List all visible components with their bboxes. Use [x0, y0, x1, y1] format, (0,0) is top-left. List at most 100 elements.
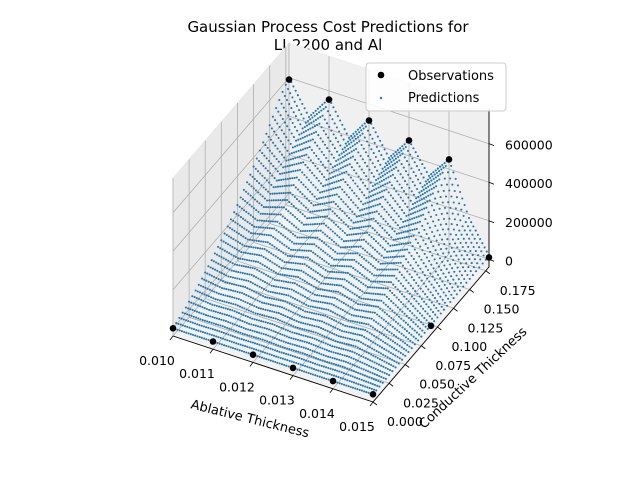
- prediction-point: [274, 199, 278, 202]
- prediction-point: [374, 379, 378, 382]
- prediction-point: [318, 209, 321, 212]
- prediction-point: [384, 240, 387, 243]
- prediction-point: [401, 340, 404, 343]
- prediction-point: [318, 147, 321, 150]
- prediction-point: [383, 189, 386, 192]
- prediction-point: [198, 324, 201, 327]
- prediction-point: [371, 326, 374, 329]
- prediction-point: [307, 289, 310, 293]
- prediction-point: [452, 228, 455, 231]
- prediction-point: [347, 136, 351, 139]
- prediction-point: [246, 287, 249, 290]
- prediction-point: [403, 295, 406, 298]
- prediction-point: [387, 350, 390, 353]
- prediction-point: [415, 216, 418, 219]
- prediction-point: [326, 330, 329, 333]
- prediction-point: [413, 184, 416, 187]
- prediction-point: [307, 371, 310, 375]
- prediction-point: [347, 331, 350, 334]
- prediction-point: [221, 264, 224, 268]
- prediction-point: [393, 155, 396, 158]
- prediction-point: [239, 196, 242, 199]
- prediction-point: [312, 330, 315, 333]
- prediction-point: [333, 193, 336, 196]
- prediction-point: [288, 152, 291, 156]
- prediction-point: [242, 338, 245, 341]
- prediction-point: [396, 306, 399, 309]
- prediction-point: [331, 143, 334, 146]
- prediction-point: [418, 333, 421, 336]
- prediction-point: [215, 261, 218, 264]
- prediction-point: [259, 293, 262, 296]
- prediction-point: [322, 365, 325, 368]
- prediction-point: [310, 299, 313, 302]
- prediction-point: [340, 198, 343, 201]
- prediction-point: [372, 354, 375, 357]
- prediction-point: [379, 293, 382, 296]
- prediction-point: [298, 327, 302, 330]
- prediction-point: [316, 363, 319, 366]
- prediction-point: [286, 149, 289, 152]
- prediction-point: [357, 340, 360, 343]
- prediction-point: [392, 262, 396, 265]
- prediction-point: [310, 311, 313, 314]
- prediction-point: [324, 354, 327, 358]
- prediction-point: [363, 335, 366, 338]
- prediction-point: [198, 291, 202, 294]
- prediction-point: [388, 289, 392, 292]
- prediction-point: [335, 193, 338, 196]
- prediction-point: [294, 186, 297, 189]
- prediction-point: [376, 384, 379, 387]
- prediction-point: [367, 196, 370, 199]
- prediction-point: [376, 135, 379, 138]
- prediction-point: [440, 184, 443, 187]
- prediction-point: [400, 243, 403, 246]
- prediction-point: [298, 300, 301, 303]
- prediction-point: [350, 298, 353, 302]
- x-tick: [169, 335, 174, 341]
- prediction-point: [346, 288, 350, 291]
- prediction-point: [421, 290, 424, 293]
- prediction-point: [411, 312, 414, 315]
- prediction-point: [191, 308, 194, 312]
- prediction-point: [260, 184, 263, 187]
- prediction-point: [408, 292, 411, 295]
- prediction-point: [362, 322, 366, 325]
- prediction-point: [309, 210, 312, 213]
- prediction-point: [330, 318, 333, 321]
- prediction-point: [379, 262, 382, 265]
- prediction-point: [375, 374, 379, 377]
- prediction-point: [236, 222, 239, 225]
- prediction-point: [313, 114, 316, 117]
- prediction-point: [305, 249, 308, 252]
- x-tick: [289, 375, 294, 380]
- prediction-point: [312, 356, 315, 359]
- prediction-point: [401, 145, 404, 148]
- prediction-point: [338, 284, 341, 287]
- prediction-point: [320, 307, 323, 310]
- prediction-point: [268, 242, 272, 245]
- prediction-point: [448, 242, 451, 246]
- prediction-point: [367, 242, 370, 245]
- prediction-point: [318, 364, 321, 367]
- prediction-point: [319, 105, 322, 108]
- prediction-point: [390, 262, 393, 265]
- prediction-point: [281, 286, 284, 289]
- prediction-point: [300, 221, 303, 224]
- prediction-point: [338, 252, 341, 255]
- prediction-point: [402, 334, 405, 337]
- prediction-point: [219, 247, 222, 250]
- prediction-point: [423, 274, 426, 277]
- prediction-point: [341, 246, 344, 249]
- prediction-point: [269, 359, 272, 362]
- prediction-point: [294, 338, 297, 341]
- prediction-point: [403, 211, 406, 215]
- prediction-point: [335, 126, 338, 129]
- prediction-point: [284, 315, 287, 318]
- prediction-point: [332, 339, 335, 342]
- prediction-point: [414, 211, 417, 214]
- prediction-point: [275, 298, 278, 301]
- prediction-point: [178, 329, 181, 332]
- prediction-point: [322, 129, 325, 132]
- prediction-point: [310, 113, 313, 117]
